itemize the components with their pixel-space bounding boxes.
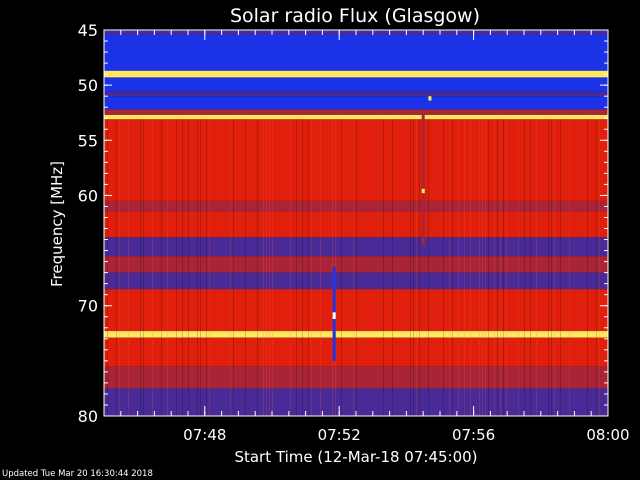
frequency-band-8 <box>104 119 608 201</box>
frequency-band-4 <box>104 91 608 97</box>
frequency-band-17 <box>104 366 608 389</box>
frequency-band-2 <box>104 70 608 78</box>
y-tick-label-80: 80 <box>78 407 98 426</box>
frequency-band-13 <box>104 272 608 290</box>
frequency-band-7 <box>104 114 608 120</box>
x-tick-label-07:52: 07:52 <box>318 426 361 444</box>
frequency-band-5 <box>104 96 608 110</box>
x-tick-label-08:00: 08:00 <box>586 426 629 444</box>
frequency-band-12 <box>104 256 608 273</box>
frequency-band-3 <box>104 77 608 92</box>
frequency-band-11 <box>104 237 608 257</box>
burst-event-3 <box>421 188 425 194</box>
plot-area <box>103 29 609 417</box>
x-axis: 07:48 07:52 07:56 08:00 <box>103 30 630 444</box>
y-tick-label-55: 55 <box>78 131 98 150</box>
frequency-band-1 <box>104 34 608 71</box>
frequency-band-14 <box>104 289 608 332</box>
x-tick-label-07:48: 07:48 <box>183 426 226 444</box>
burst-event-4 <box>428 96 432 101</box>
y-axis-label: Frequency [MHz] <box>48 161 66 287</box>
frequency-band-15 <box>104 331 608 338</box>
y-tick-label-45: 45 <box>78 21 98 40</box>
frequency-band-10 <box>104 211 608 238</box>
frequency-band-9 <box>104 200 608 212</box>
noise-texture <box>107 119 600 417</box>
y-tick-label-70: 70 <box>78 297 98 316</box>
y-axis: 45 50 55 60 70 80 <box>78 21 608 426</box>
y-tick-label-50: 50 <box>78 76 98 95</box>
frequency-band-6 <box>104 109 608 115</box>
burst-event-1 <box>332 312 336 319</box>
chart-title: Solar radio Flux (Glasgow) <box>230 5 480 27</box>
burst-event-2 <box>421 112 425 246</box>
y-tick-label-60: 60 <box>78 186 98 205</box>
frequency-band-16 <box>104 337 608 367</box>
updated-timestamp: Updated Tue Mar 20 16:30:44 2018 <box>2 469 153 479</box>
x-axis-label: Start Time (12-Mar-18 07:45:00) <box>234 448 477 466</box>
x-tick-label-07:56: 07:56 <box>452 426 495 444</box>
